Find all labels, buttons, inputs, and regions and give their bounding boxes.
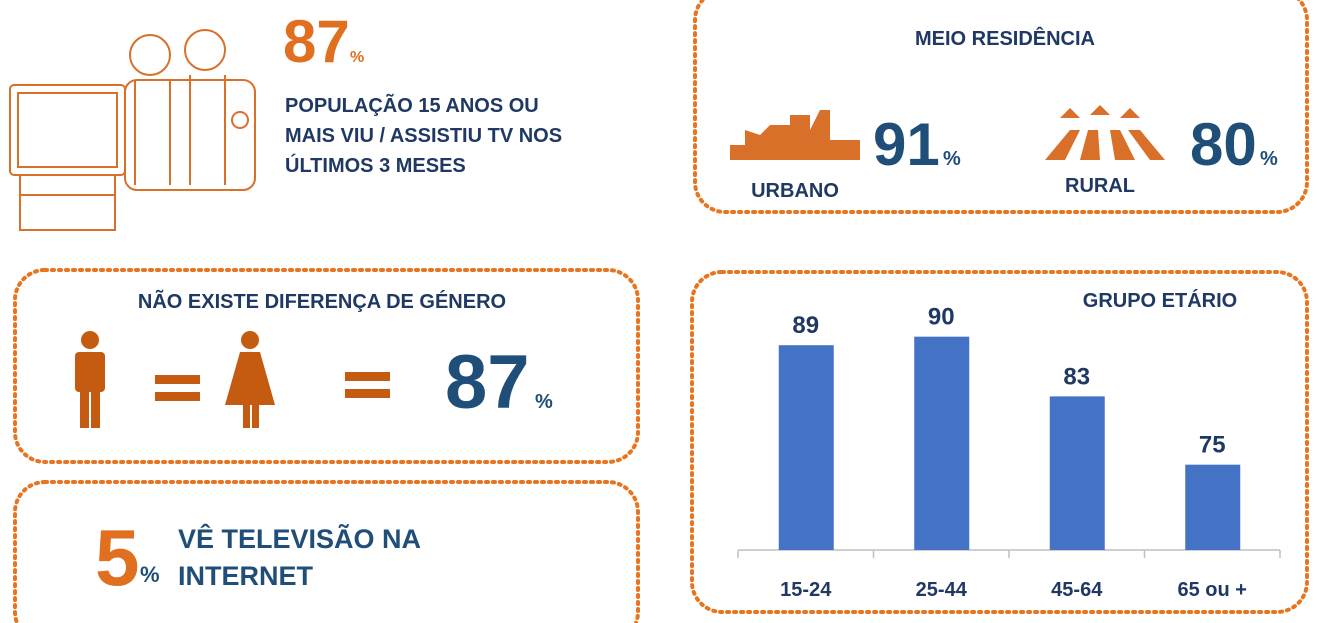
- urban-value: 91: [873, 111, 940, 178]
- rural-label: RURAL: [1065, 175, 1135, 197]
- internet-line: INTERNET: [178, 561, 314, 591]
- x-tick-label: 45-64: [1051, 579, 1103, 601]
- residence-title: MEIO RESIDÊNCIA: [915, 26, 1095, 50]
- bar: [914, 337, 969, 550]
- summary-line: ÚLTIMOS 3 MESES: [285, 153, 466, 177]
- urban-label: URBANO: [751, 180, 839, 202]
- chart-title: GRUPO ETÁRIO: [1083, 289, 1237, 312]
- summary-unit: %: [350, 49, 364, 66]
- rural-unit: %: [1260, 148, 1278, 170]
- internet-line: VÊ TELEVISÃO NA: [178, 523, 421, 554]
- gender-title: NÃO EXISTE DIFERENÇA DE GÉNERO: [138, 290, 506, 313]
- summary-line: MAIS VIU / ASSISTIU TV NOS: [285, 125, 562, 147]
- urban-unit: %: [943, 148, 961, 170]
- bar: [1185, 465, 1240, 550]
- value-label: 83: [1063, 363, 1090, 390]
- infographic: 87 % POPULAÇÃO 15 ANOS OU MAIS VIU / ASS…: [0, 0, 1317, 623]
- summary-line: POPULAÇÃO 15 ANOS OU: [285, 94, 539, 117]
- x-tick-label: 15-24: [780, 579, 832, 601]
- summary-value: 87: [283, 8, 350, 75]
- value-label: 75: [1199, 432, 1226, 459]
- internet-unit: %: [140, 562, 160, 587]
- internet-value: 5: [95, 513, 140, 602]
- x-tick-label: 65 ou +: [1178, 579, 1247, 601]
- gender-unit: %: [535, 391, 553, 413]
- gender-value: 87: [445, 340, 530, 425]
- tv-illustration: [10, 30, 255, 230]
- value-label: 89: [792, 312, 819, 339]
- city-icon: [730, 110, 860, 160]
- bar: [779, 345, 834, 550]
- x-tick-label: 25-44: [916, 579, 968, 601]
- value-label: 90: [928, 304, 955, 331]
- bar: [1050, 396, 1105, 550]
- gender-icons: [75, 331, 390, 428]
- rural-value: 80: [1190, 111, 1257, 178]
- field-icon: [1045, 105, 1165, 160]
